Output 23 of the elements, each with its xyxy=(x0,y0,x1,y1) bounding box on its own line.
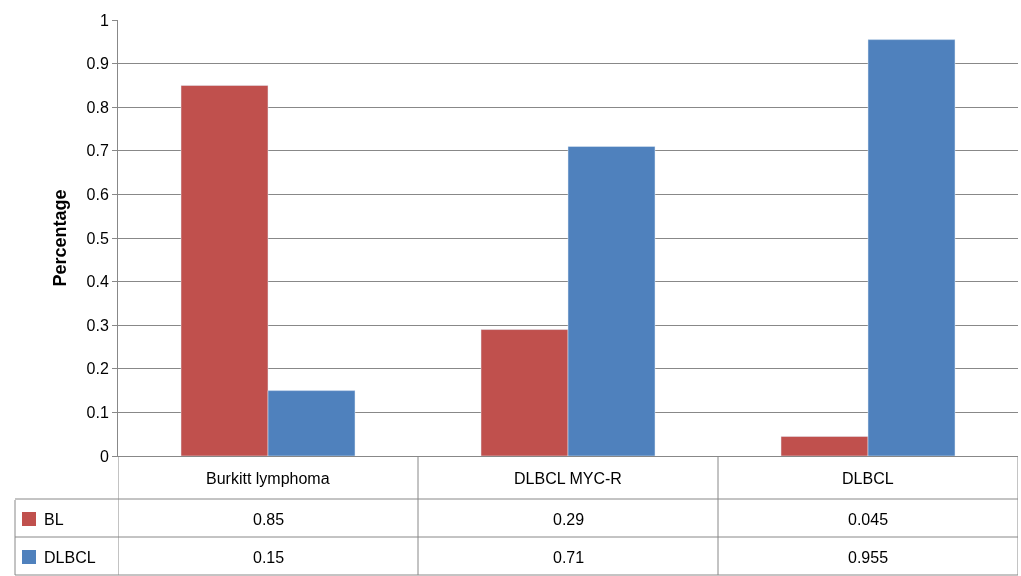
data-label: 0.15 xyxy=(253,549,285,566)
data-label: 0.85 xyxy=(253,511,285,528)
data-label: 0.71 xyxy=(553,549,585,566)
data-label: 0.955 xyxy=(848,549,889,566)
legend-label: BL xyxy=(44,511,64,528)
legend-label: DLBCL xyxy=(44,549,96,566)
y-tick-label: 0.3 xyxy=(86,316,109,334)
y-tick-label: 0.4 xyxy=(86,273,109,291)
y-tick-label: 0.7 xyxy=(86,142,109,160)
y-tick-label: 0.5 xyxy=(86,229,109,247)
data-label: 0.29 xyxy=(553,511,585,528)
y-tick-label: 0.1 xyxy=(86,404,109,421)
y-tick-label: 0 xyxy=(99,447,109,465)
y-axis-title: Percentage xyxy=(49,189,70,287)
x-tick-label: DLBCL MYC-R xyxy=(514,470,622,487)
y-tick-label: 0.2 xyxy=(86,360,109,378)
y-tick-label: 0.8 xyxy=(86,98,109,116)
y-tick-label: 1 xyxy=(99,11,109,29)
x-tick-label: DLBCL xyxy=(842,470,894,487)
y-tick-label: 0.9 xyxy=(86,55,109,73)
x-tick-label: Burkitt lymphoma xyxy=(206,470,330,487)
y-tick-label: 0.6 xyxy=(86,186,109,203)
data-label: 0.045 xyxy=(848,511,889,528)
